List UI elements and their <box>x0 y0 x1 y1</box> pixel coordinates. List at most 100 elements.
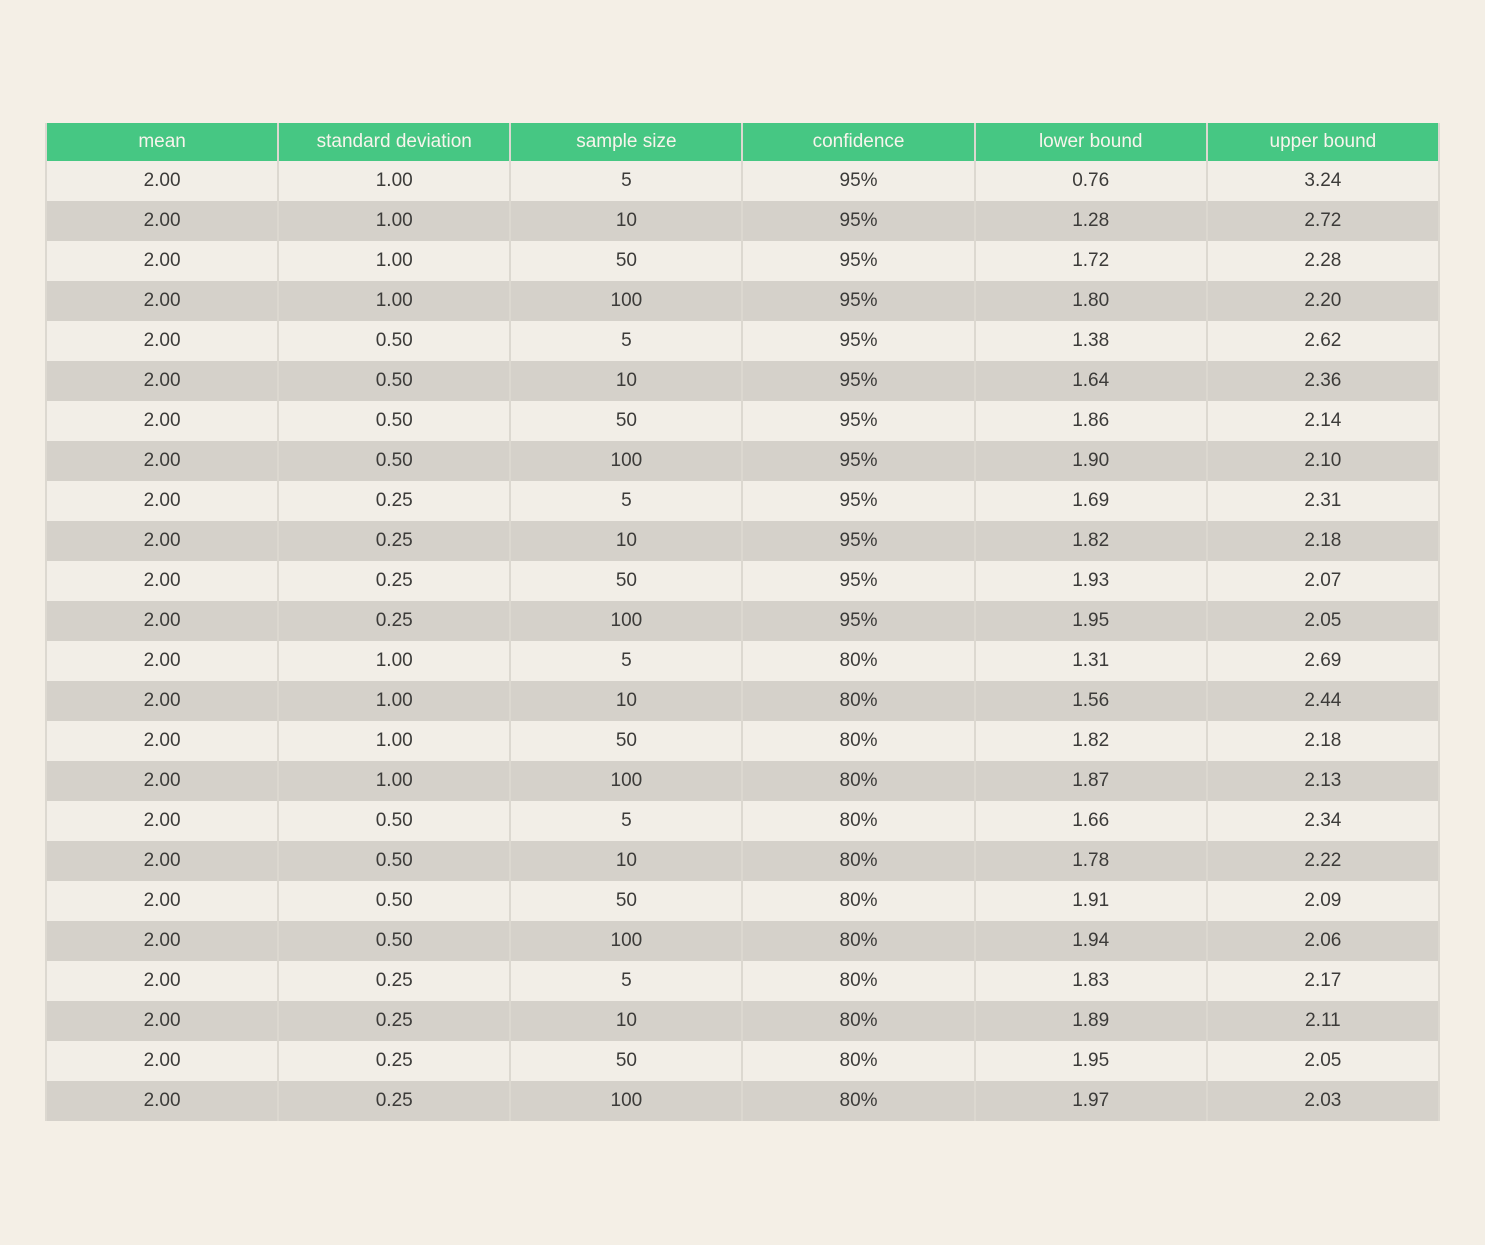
table-cell: 1.56 <box>973 681 1208 721</box>
column-header: standard deviation <box>277 123 512 161</box>
table-cell: 100 <box>509 601 744 641</box>
table-cell: 1.82 <box>973 521 1208 561</box>
column-header: sample size <box>509 123 744 161</box>
table-cell: 2.10 <box>1205 441 1441 481</box>
table-cell: 80% <box>741 961 976 1001</box>
table-cell: 1.82 <box>973 721 1208 761</box>
table-cell: 50 <box>509 401 744 441</box>
table-cell: 80% <box>741 761 976 801</box>
table-cell: 1.00 <box>277 761 512 801</box>
table-cell: 2.62 <box>1205 321 1441 361</box>
table-body: 2.00 1.00 5 95% 0.76 3.24 2.00 1.00 10 95% 1.28 2.7… <box>44 161 1441 1121</box>
table-cell: 10 <box>509 521 744 561</box>
table-cell: 2.00 <box>44 881 280 921</box>
table-row: 2.00 1.00 100 95% 1.80 2.20 <box>44 281 1441 321</box>
table-cell: 2.00 <box>44 401 280 441</box>
table-cell: 1.00 <box>277 681 512 721</box>
table-cell: 1.00 <box>277 281 512 321</box>
table-cell: 80% <box>741 801 976 841</box>
table-cell: 10 <box>509 361 744 401</box>
table-cell: 2.00 <box>44 521 280 561</box>
table-header: mean standard deviation sample size confide… <box>44 123 1441 161</box>
table-cell: 2.34 <box>1205 801 1441 841</box>
table-cell: 1.78 <box>973 841 1208 881</box>
table-cell: 2.03 <box>1205 1081 1441 1121</box>
table-cell: 2.00 <box>44 321 280 361</box>
table-cell: 3.24 <box>1205 161 1441 201</box>
table-cell: 2.36 <box>1205 361 1441 401</box>
table-row: 2.00 0.25 50 95% 1.93 2.07 <box>44 561 1441 601</box>
table-cell: 5 <box>509 961 744 1001</box>
table-cell: 50 <box>509 1041 744 1081</box>
table-cell: 100 <box>509 1081 744 1121</box>
table-cell: 2.00 <box>44 281 280 321</box>
table-cell: 1.86 <box>973 401 1208 441</box>
table-row: 2.00 1.00 5 95% 0.76 3.24 <box>44 161 1441 201</box>
table-cell: 1.94 <box>973 921 1208 961</box>
table-cell: 0.50 <box>277 361 512 401</box>
table-cell: 1.97 <box>973 1081 1208 1121</box>
table-cell: 2.14 <box>1205 401 1441 441</box>
table-cell: 2.00 <box>44 1081 280 1121</box>
table-cell: 0.25 <box>277 961 512 1001</box>
table-row: 2.00 0.25 100 80% 1.97 2.03 <box>44 1081 1441 1121</box>
table-cell: 95% <box>741 321 976 361</box>
table-cell: 2.17 <box>1205 961 1441 1001</box>
table-cell: 0.50 <box>277 881 512 921</box>
table-cell: 50 <box>509 721 744 761</box>
table-cell: 2.28 <box>1205 241 1441 281</box>
table-cell: 80% <box>741 681 976 721</box>
table-cell: 50 <box>509 241 744 281</box>
column-header: confidence <box>741 123 976 161</box>
table-cell: 0.25 <box>277 481 512 521</box>
table-cell: 2.00 <box>44 961 280 1001</box>
table-cell: 2.00 <box>44 681 280 721</box>
table-row: 2.00 0.50 10 95% 1.64 2.36 <box>44 361 1441 401</box>
table-cell: 2.00 <box>44 361 280 401</box>
table-cell: 80% <box>741 641 976 681</box>
table-cell: 95% <box>741 441 976 481</box>
table-cell: 2.00 <box>44 801 280 841</box>
table-cell: 2.13 <box>1205 761 1441 801</box>
table-cell: 2.00 <box>44 921 280 961</box>
table-row: 2.00 0.25 5 95% 1.69 2.31 <box>44 481 1441 521</box>
table-cell: 1.93 <box>973 561 1208 601</box>
table-cell: 2.00 <box>44 441 280 481</box>
table-cell: 1.31 <box>973 641 1208 681</box>
table-row: 2.00 0.50 50 80% 1.91 2.09 <box>44 881 1441 921</box>
table-cell: 5 <box>509 801 744 841</box>
table-cell: 95% <box>741 481 976 521</box>
table-cell: 2.06 <box>1205 921 1441 961</box>
table-cell: 95% <box>741 361 976 401</box>
table-cell: 1.72 <box>973 241 1208 281</box>
table-cell: 2.05 <box>1205 601 1441 641</box>
table-cell: 1.80 <box>973 281 1208 321</box>
table-row: 2.00 0.25 5 80% 1.83 2.17 <box>44 961 1441 1001</box>
table-cell: 10 <box>509 1001 744 1041</box>
table-cell: 95% <box>741 161 976 201</box>
table-row: 2.00 1.00 100 80% 1.87 2.13 <box>44 761 1441 801</box>
table-cell: 2.00 <box>44 1001 280 1041</box>
table-cell: 2.18 <box>1205 721 1441 761</box>
table-row: 2.00 0.25 10 80% 1.89 2.11 <box>44 1001 1441 1041</box>
confidence-interval-table-container: mean standard deviation sample size confide… <box>44 123 1441 1121</box>
table-row: 2.00 0.50 50 95% 1.86 2.14 <box>44 401 1441 441</box>
table-row: 2.00 1.00 50 80% 1.82 2.18 <box>44 721 1441 761</box>
table-cell: 2.05 <box>1205 1041 1441 1081</box>
column-header: mean <box>44 123 280 161</box>
table-cell: 0.50 <box>277 921 512 961</box>
table-cell: 0.25 <box>277 1081 512 1121</box>
table-cell: 2.00 <box>44 721 280 761</box>
table-cell: 1.00 <box>277 241 512 281</box>
table-cell: 2.00 <box>44 601 280 641</box>
table-header-row: mean standard deviation sample size confide… <box>44 123 1441 161</box>
table-cell: 1.38 <box>973 321 1208 361</box>
table-cell: 95% <box>741 561 976 601</box>
table-cell: 80% <box>741 921 976 961</box>
confidence-interval-table: mean standard deviation sample size confide… <box>44 123 1441 1121</box>
table-cell: 1.28 <box>973 201 1208 241</box>
table-cell: 1.00 <box>277 721 512 761</box>
table-cell: 2.18 <box>1205 521 1441 561</box>
table-cell: 100 <box>509 921 744 961</box>
table-cell: 1.83 <box>973 961 1208 1001</box>
